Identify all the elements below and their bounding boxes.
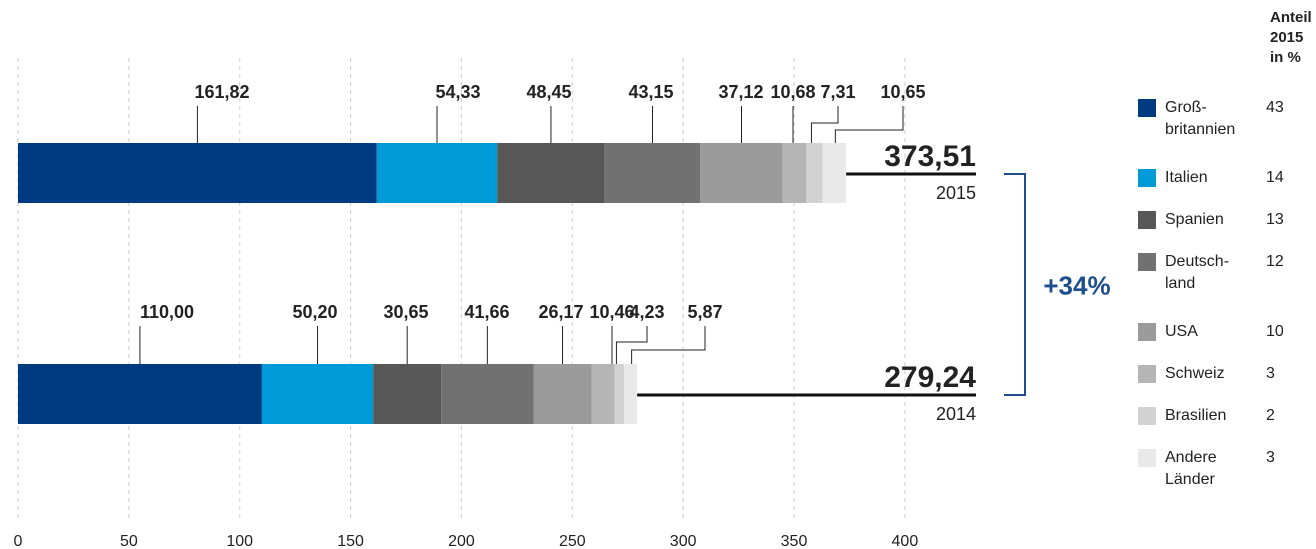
- legend-title-line: Anteil: [1270, 9, 1312, 26]
- x-tick-label: 150: [337, 533, 364, 549]
- x-tick-label: 0: [14, 533, 23, 549]
- x-tick-label: 50: [120, 533, 138, 549]
- bar-segment: [261, 364, 374, 424]
- value-label: 26,17: [538, 302, 583, 322]
- bar-segment: [18, 364, 262, 424]
- value-label: 54,33: [435, 82, 480, 102]
- legend-title-line: 2015: [1270, 29, 1304, 46]
- x-tick-label: 250: [559, 533, 586, 549]
- value-label: 48,45: [526, 82, 571, 102]
- legend-label: Italien: [1165, 169, 1208, 186]
- legend-swatch: [1138, 169, 1156, 187]
- value-label: 7,31: [820, 82, 855, 102]
- value-label: 10,68: [770, 82, 815, 102]
- bar-segment: [533, 364, 592, 424]
- bar-segment: [441, 364, 534, 424]
- legend-swatch: [1138, 365, 1156, 383]
- x-tick-label: 200: [448, 533, 475, 549]
- value-label: 50,20: [292, 302, 337, 322]
- legend-share: 14: [1266, 169, 1284, 186]
- bar-segment: [624, 364, 638, 424]
- legend-swatch: [1138, 253, 1156, 271]
- total-label: 279,24: [884, 361, 976, 394]
- legend-swatch: [1138, 323, 1156, 341]
- year-label: 2015: [936, 183, 976, 203]
- label-connector: [834, 106, 904, 143]
- bar-segment: [18, 143, 377, 203]
- year-label: 2014: [936, 404, 976, 424]
- legend-share: 3: [1266, 365, 1275, 382]
- label-connector: [615, 326, 648, 364]
- x-tick-label: 100: [226, 533, 253, 549]
- x-tick-label: 300: [670, 533, 697, 549]
- legend-label: Brasilien: [1165, 407, 1227, 424]
- value-label: 4,23: [629, 302, 664, 322]
- label-connector: [631, 326, 706, 364]
- bar-segment: [614, 364, 625, 424]
- value-label: 5,87: [687, 302, 722, 322]
- value-label: 30,65: [383, 302, 428, 322]
- bar-segment: [497, 143, 605, 203]
- legend-share: 2: [1266, 407, 1275, 424]
- legend-label: Schweiz: [1165, 365, 1225, 382]
- legend-swatch: [1138, 449, 1156, 467]
- legend-label: Spanien: [1165, 211, 1224, 228]
- legend-swatch: [1138, 99, 1156, 117]
- legend-label: Groß-britannien: [1165, 99, 1236, 138]
- legend-share: 43: [1266, 99, 1284, 116]
- change-label: +34%: [1043, 271, 1110, 301]
- legend-swatch: [1138, 211, 1156, 229]
- value-label: 37,12: [718, 82, 763, 102]
- value-label: 10,65: [880, 82, 925, 102]
- bar-segment: [700, 143, 783, 203]
- legend-title: Anteil 2015 in %: [1270, 8, 1312, 68]
- value-label: 41,66: [464, 302, 509, 322]
- legend-share: 12: [1266, 253, 1284, 270]
- bar-segment: [591, 364, 615, 424]
- bar-segment: [806, 143, 823, 203]
- legend-share: 3: [1266, 449, 1275, 466]
- legend-share: 13: [1266, 211, 1284, 228]
- comparison-bracket: [1004, 173, 1026, 396]
- bar-segment: [376, 143, 498, 203]
- legend-label: Andere Länder: [1165, 449, 1217, 488]
- legend-label: USA: [1165, 323, 1198, 340]
- bar-segment: [822, 143, 847, 203]
- label-connector: [810, 106, 839, 143]
- legend-swatch: [1138, 407, 1156, 425]
- x-tick-label: 350: [781, 533, 808, 549]
- legend-title-line: in %: [1270, 49, 1301, 66]
- bar-segment: [373, 364, 442, 424]
- value-label: 10,46: [589, 302, 634, 322]
- value-label: 110,00: [140, 302, 194, 322]
- bar-segment: [782, 143, 807, 203]
- legend-share: 10: [1266, 323, 1284, 340]
- value-label: 161,82: [194, 82, 249, 102]
- bar-segment: [604, 143, 701, 203]
- value-label: 43,15: [628, 82, 673, 102]
- x-tick-label: 400: [892, 533, 919, 549]
- total-label: 373,51: [884, 140, 976, 173]
- legend-label: Deutsch-land: [1165, 253, 1230, 292]
